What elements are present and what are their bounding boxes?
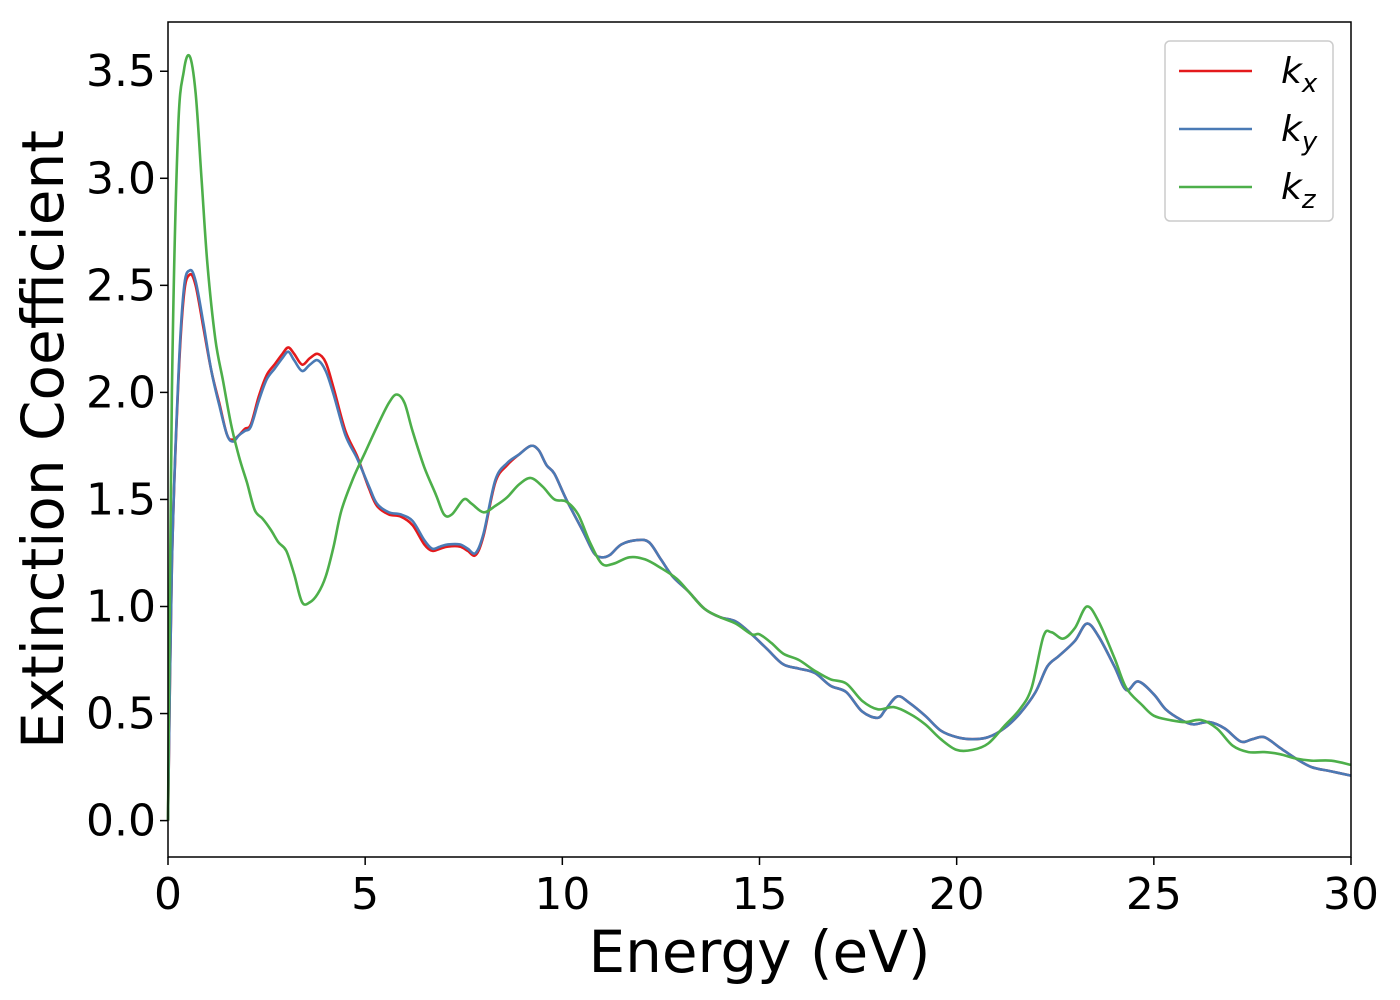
y-tick-label: 0.5 <box>86 689 156 740</box>
series-line-kz <box>166 53 1352 821</box>
legend-label-kx: kx <box>1281 51 1318 99</box>
x-tick-label: 10 <box>534 869 590 920</box>
series-line-kx <box>166 272 1352 821</box>
y-tick-label: 2.5 <box>86 260 156 311</box>
x-tick-label: 20 <box>929 869 985 920</box>
x-tick-label: 25 <box>1126 869 1182 920</box>
legend-label-main: k <box>1281 51 1304 92</box>
legend-label-subscript: x <box>1301 69 1318 99</box>
legend-label-subscript: y <box>1301 127 1318 157</box>
x-tick-label: 0 <box>154 869 182 920</box>
y-axis-title: Extinction Coefficient <box>9 130 77 749</box>
x-tick-label: 5 <box>351 869 379 920</box>
series-line-ky <box>166 268 1352 821</box>
y-tick-label: 3.5 <box>86 46 156 97</box>
x-tick-label: 30 <box>1323 869 1379 920</box>
legend-label-kz: kz <box>1281 167 1317 215</box>
x-axis-ticks: 0 5 10 15 20 25 30 <box>154 857 1379 920</box>
y-tick-label: 2.0 <box>86 367 156 418</box>
y-tick-label: 1.0 <box>86 582 156 633</box>
legend-label-main: k <box>1281 109 1304 150</box>
y-axis-ticks: 0.0 0.5 1.0 1.5 2.0 2.5 3.0 3.5 <box>86 46 168 847</box>
x-tick-label: 15 <box>732 869 788 920</box>
legend-label-subscript: z <box>1301 185 1317 215</box>
legend-label-main: k <box>1281 167 1304 208</box>
y-tick-label: 0.0 <box>86 796 156 847</box>
y-tick-label: 3.0 <box>86 153 156 204</box>
legend-box <box>1164 40 1334 222</box>
legend-label-ky: ky <box>1281 109 1318 157</box>
y-tick-label: 1.5 <box>86 474 156 525</box>
x-axis-title: Energy (eV) <box>588 918 930 986</box>
series-lines <box>166 53 1352 821</box>
